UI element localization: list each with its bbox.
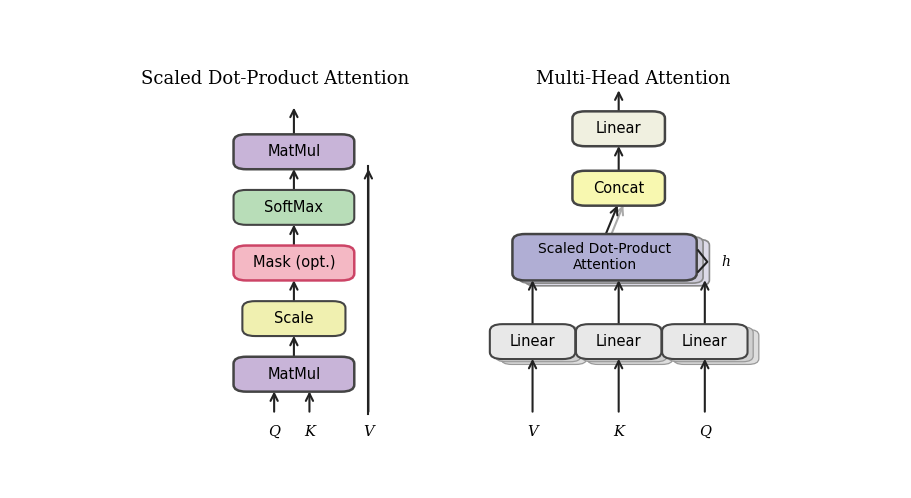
Text: SoftMax: SoftMax: [264, 200, 323, 215]
Text: h: h: [722, 255, 731, 269]
FancyBboxPatch shape: [668, 327, 753, 362]
Text: MatMul: MatMul: [267, 144, 321, 159]
FancyBboxPatch shape: [233, 134, 354, 169]
FancyBboxPatch shape: [233, 190, 354, 225]
FancyBboxPatch shape: [518, 237, 703, 283]
FancyBboxPatch shape: [576, 324, 661, 359]
FancyBboxPatch shape: [572, 171, 665, 206]
Text: Mask (opt.): Mask (opt.): [252, 255, 335, 270]
Text: Scaled Dot-Product
Attention: Scaled Dot-Product Attention: [538, 242, 671, 272]
FancyBboxPatch shape: [233, 246, 354, 280]
Text: K: K: [613, 425, 624, 439]
FancyBboxPatch shape: [581, 327, 667, 362]
Text: MatMul: MatMul: [267, 367, 321, 381]
Text: V: V: [363, 425, 374, 439]
FancyBboxPatch shape: [496, 327, 581, 362]
Text: Linear: Linear: [596, 122, 641, 136]
Text: Concat: Concat: [593, 181, 644, 196]
Text: Q: Q: [268, 425, 281, 439]
FancyBboxPatch shape: [525, 240, 710, 286]
Text: Linear: Linear: [682, 334, 728, 349]
FancyBboxPatch shape: [242, 301, 345, 336]
FancyBboxPatch shape: [588, 330, 672, 365]
FancyBboxPatch shape: [673, 330, 759, 365]
FancyBboxPatch shape: [490, 324, 575, 359]
FancyBboxPatch shape: [233, 357, 354, 391]
Text: Scaled Dot-Product Attention: Scaled Dot-Product Attention: [140, 70, 409, 88]
FancyBboxPatch shape: [501, 330, 587, 365]
Text: Linear: Linear: [510, 334, 556, 349]
Text: V: V: [527, 425, 537, 439]
Text: Multi-Head Attention: Multi-Head Attention: [536, 70, 730, 88]
FancyBboxPatch shape: [662, 324, 748, 359]
Text: Scale: Scale: [274, 311, 313, 326]
Text: Q: Q: [699, 425, 711, 439]
Text: Linear: Linear: [596, 334, 641, 349]
Text: K: K: [304, 425, 315, 439]
FancyBboxPatch shape: [572, 112, 665, 146]
FancyBboxPatch shape: [512, 234, 697, 280]
